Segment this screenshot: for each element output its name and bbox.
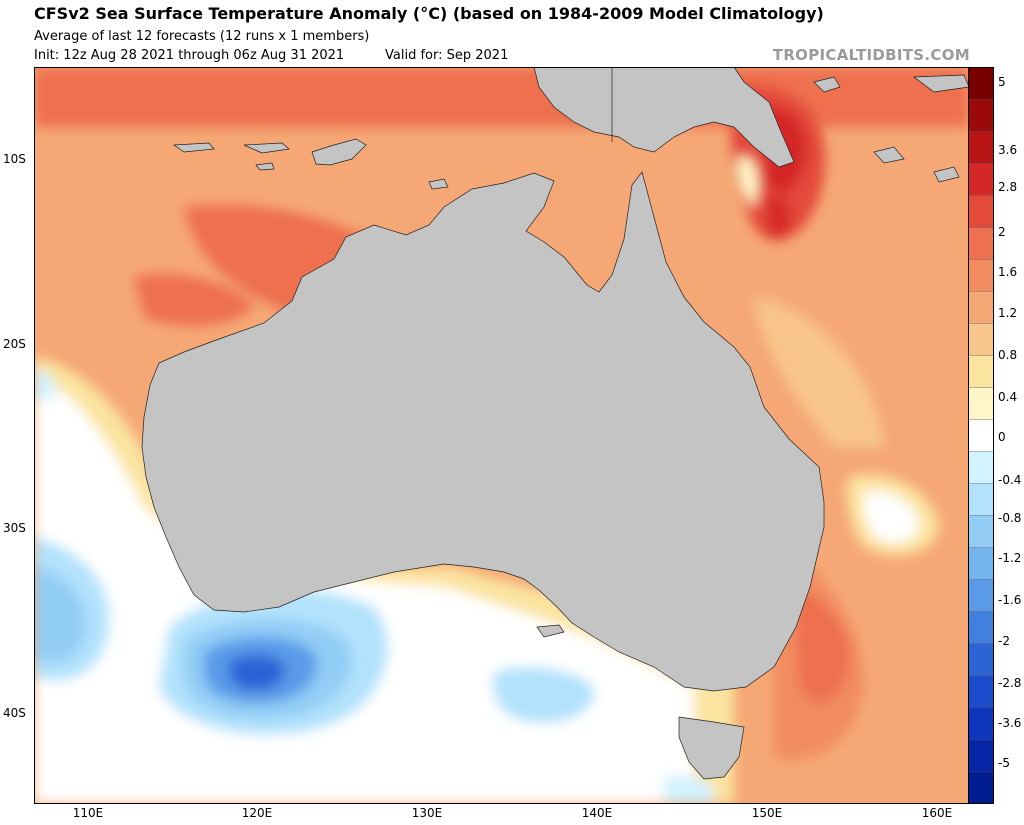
colorbar-swatch <box>968 98 994 132</box>
island-east <box>933 166 960 183</box>
lon-tick-label: 130E <box>411 806 443 820</box>
colorbar-swatch <box>968 451 994 485</box>
colorbar-swatch <box>968 771 994 804</box>
timor-island <box>311 138 367 166</box>
colorbar-swatch <box>968 67 994 100</box>
kangaroo-island <box>536 624 565 638</box>
sst-anomaly-map <box>34 67 969 804</box>
new-guinea-landmass <box>533 67 795 168</box>
island-new-britain <box>813 76 841 93</box>
colorbar-label: -0.4 <box>998 473 1022 487</box>
island-melville <box>428 178 449 190</box>
lat-tick-label: 40S <box>3 706 26 720</box>
lon-tick-label: 120E <box>241 806 273 820</box>
colorbar-swatch <box>968 355 994 389</box>
colorbar-swatch <box>968 675 994 709</box>
land-masses <box>141 67 969 780</box>
lon-tick-label: 160E <box>921 806 953 820</box>
colorbar-label: 0.8 <box>998 348 1018 362</box>
colorbar-swatch <box>968 579 994 613</box>
colorbar-label: -2 <box>998 634 1010 648</box>
colorbar-frame <box>968 67 994 804</box>
colorbar-label: 5 <box>998 75 1006 89</box>
island-flores <box>243 142 290 154</box>
colorbar-label: 0 <box>998 430 1006 444</box>
lat-tick-label: 30S <box>3 521 26 535</box>
valid-time: Valid for: Sep 2021 <box>385 48 509 63</box>
colorbar-swatch <box>968 707 994 741</box>
colorbar-label: -0.8 <box>998 511 1022 525</box>
tasmania-landmass <box>678 716 745 780</box>
colorbar-label: 3.6 <box>998 143 1018 157</box>
colorbar-label: 2.8 <box>998 180 1018 194</box>
colorbar-swatch <box>968 515 994 549</box>
island-sumba <box>255 162 275 171</box>
australia-landmass <box>141 171 825 692</box>
source-credit: TROPICALTIDBITS.COM <box>772 46 970 64</box>
colorbar-swatch <box>968 227 994 260</box>
colorbar-label: -1.6 <box>998 593 1022 607</box>
lat-tick-label: 10S <box>3 152 26 166</box>
colorbar-swatch <box>968 611 994 645</box>
island-solomon <box>913 74 969 93</box>
colorbar-label: 1.2 <box>998 306 1018 320</box>
colorbar-label: -3.6 <box>998 716 1022 730</box>
lon-tick-label: 140E <box>581 806 613 820</box>
colorbar-swatch <box>968 259 994 292</box>
colorbar-label: 0.4 <box>998 390 1018 404</box>
colorbar-label: -5 <box>998 756 1010 770</box>
colorbar-swatch <box>968 130 994 164</box>
colorbar-swatch <box>968 643 994 677</box>
colorbar-swatch <box>968 483 994 517</box>
island-vanuatu <box>873 146 905 164</box>
chart-title: CFSv2 Sea Surface Temperature Anomaly (°… <box>34 4 824 23</box>
colorbar-label: -1.2 <box>998 551 1022 565</box>
colorbar-label: 1.6 <box>998 265 1018 279</box>
colorbar-label: 2 <box>998 225 1006 239</box>
colorbar-swatch <box>968 739 994 773</box>
lon-tick-label: 150E <box>751 806 783 820</box>
colorbar-swatch <box>968 387 994 421</box>
lon-tick-label: 110E <box>72 806 104 820</box>
lat-tick-label: 20S <box>3 337 26 351</box>
colorbar-swatch <box>968 419 994 453</box>
chart-subtitle: Average of last 12 forecasts (12 runs x … <box>34 29 370 44</box>
init-time: Init: 12z Aug 28 2021 through 06z Aug 31… <box>34 48 345 63</box>
colorbar-swatch <box>968 547 994 581</box>
colorbar-label: -2.8 <box>998 676 1022 690</box>
colorbar-swatch <box>968 162 994 196</box>
colorbar-swatch <box>968 194 994 228</box>
island-sumbawa <box>172 142 215 153</box>
colorbar-swatch <box>968 291 994 325</box>
colorbar-swatch <box>968 323 994 357</box>
colorbar <box>968 67 994 804</box>
